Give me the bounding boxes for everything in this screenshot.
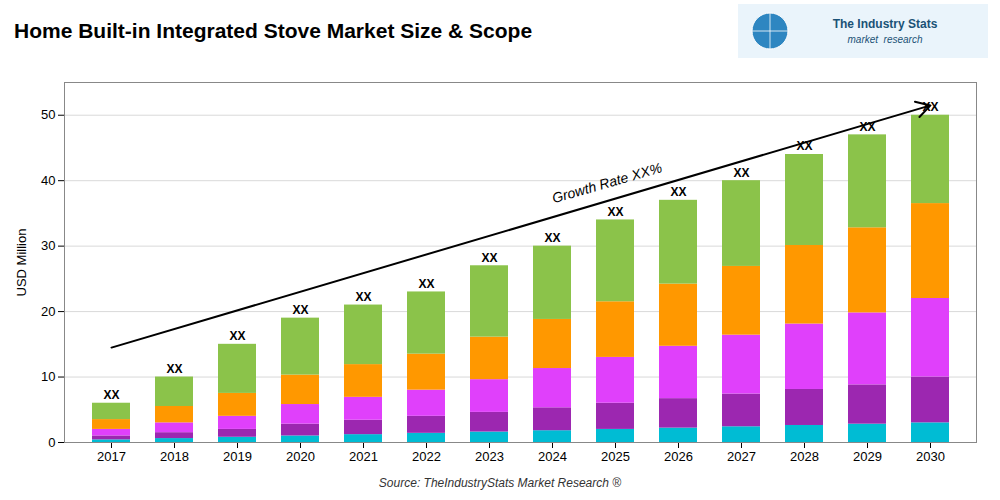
svg-text:2019: 2019 [223,449,252,464]
svg-text:XX: XX [607,205,623,219]
svg-text:XX: XX [544,231,560,245]
svg-text:2028: 2028 [790,449,819,464]
svg-text:2021: 2021 [349,449,378,464]
svg-text:XX: XX [166,362,182,376]
svg-text:2018: 2018 [160,449,189,464]
svg-text:2020: 2020 [286,449,315,464]
svg-text:XX: XX [733,166,749,180]
svg-text:XX: XX [859,119,876,134]
svg-text:2024: 2024 [538,449,567,464]
html-text:The Industry Stats: The Industry Stats [832,17,938,31]
svg-text:XX: XX [796,139,813,154]
svg-text:XX: XX [292,303,308,317]
svg-text:XX: XX [481,251,497,265]
svg-text:10: 10 [41,369,55,384]
svg-text:2023: 2023 [475,449,504,464]
svg-text:30: 30 [41,238,55,253]
html-text:Source: TheIndustryStats Marke: Source: TheIndustryStats Market Research… [378,476,622,490]
svg-text:50: 50 [41,107,55,122]
svg-text:2027: 2027 [727,449,756,464]
svg-text:2025: 2025 [601,449,630,464]
svg-text:2017: 2017 [97,449,126,464]
svg-text:XX: XX [922,100,939,115]
svg-text:2029: 2029 [853,449,882,464]
svg-text:Growth Rate XX%: Growth Rate XX% [550,159,664,206]
svg-text:2026: 2026 [664,449,693,464]
svg-text:40: 40 [41,173,55,188]
svg-text:20: 20 [41,304,55,319]
svg-text:XX: XX [418,277,434,291]
html-text:Home Built-in Integrated Stove: Home Built-in Integrated Stove Market Si… [14,19,533,42]
svg-text:2030: 2030 [916,449,945,464]
svg-text:XX: XX [355,290,371,304]
svg-text:USD Million: USD Million [14,229,29,297]
html-text:market research: market research [847,34,923,45]
svg-text:XX: XX [670,185,686,199]
svg-text:XX: XX [103,388,119,402]
svg-text:XX: XX [229,329,245,343]
svg-text:2022: 2022 [412,449,441,464]
svg-text:0: 0 [48,435,55,450]
